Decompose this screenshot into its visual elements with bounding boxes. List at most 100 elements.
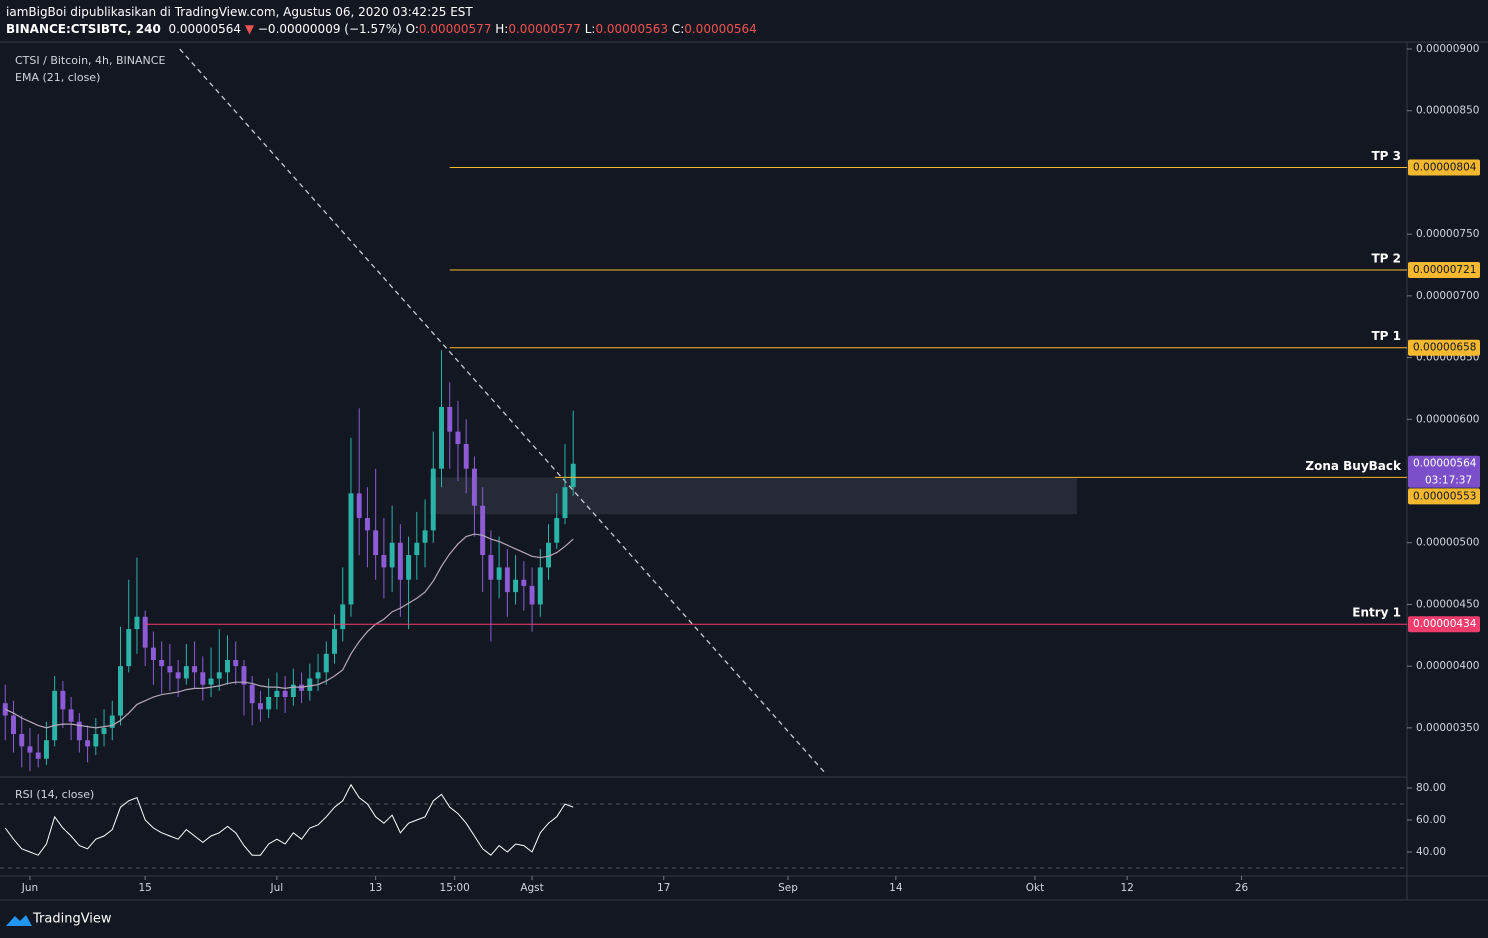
- c-label: C:: [671, 22, 685, 36]
- candle-body: [455, 431, 461, 444]
- candle-body: [373, 530, 379, 556]
- y-tick-label: 0.00000450: [1416, 598, 1479, 610]
- candle-body: [562, 487, 568, 519]
- candle-body: [496, 567, 502, 580]
- candle-body: [109, 715, 115, 728]
- candle-body: [208, 678, 214, 685]
- y-tick-label: 0.00000500: [1416, 537, 1479, 549]
- symbol: BINANCE:CTSIBTC, 240: [6, 22, 161, 36]
- level-name: TP 1: [1371, 329, 1401, 343]
- candle-body: [257, 703, 263, 710]
- y-tick-label: 0.00000400: [1416, 660, 1479, 672]
- price-badge: [1408, 616, 1480, 633]
- candle-body: [348, 493, 354, 605]
- candle-body: [11, 715, 16, 735]
- x-tick-label: 15:00: [440, 882, 470, 894]
- candle-body: [439, 406, 444, 469]
- candle-body: [150, 647, 156, 660]
- candle-body: [290, 684, 296, 698]
- header: iamBigBoi dipublikasikan di TradingView.…: [6, 4, 757, 38]
- candle-body: [159, 659, 165, 667]
- candle-body: [52, 690, 58, 741]
- ema-legend: EMA (21, close): [15, 71, 100, 84]
- author-line: iamBigBoi dipublikasikan di TradingView.…: [6, 5, 473, 19]
- candle-body: [249, 684, 255, 704]
- o-label: O:: [405, 22, 419, 36]
- arrow: ▼: [244, 22, 255, 36]
- candle-body: [200, 672, 206, 685]
- chart-title: CTSI / Bitcoin, 4h, BINANCE: [15, 54, 165, 67]
- last-badge: [1408, 455, 1480, 488]
- candle-body: [381, 555, 387, 568]
- candle-body: [134, 616, 140, 630]
- candle-body: [68, 709, 74, 722]
- price-badge-label: 0.00000658: [1413, 342, 1476, 354]
- candle-body: [422, 530, 428, 543]
- buyback-zone: [429, 477, 1077, 515]
- candle-body: [192, 666, 198, 673]
- candle-body: [225, 659, 230, 673]
- y-tick-label: 0.00000900: [1416, 43, 1479, 55]
- y-tick-label: 0.00000700: [1416, 290, 1479, 302]
- price-badge: [1408, 488, 1480, 505]
- x-tick-label: 13: [369, 882, 382, 894]
- x-tick-label: Jun: [21, 882, 38, 894]
- rsi-tick-label: 60.00: [1416, 814, 1446, 826]
- candle-body: [471, 468, 477, 506]
- candle-body: [332, 629, 337, 654]
- candle-body: [397, 542, 403, 580]
- x-tick-label: Jul: [270, 882, 284, 894]
- candle-body: [19, 734, 25, 747]
- rsi-legend: RSI (14, close): [15, 788, 94, 801]
- price-badge-label: 0.00000553: [1413, 490, 1476, 502]
- x-tick-label: 12: [1120, 882, 1133, 894]
- rsi-tick-label: 80.00: [1416, 782, 1446, 794]
- l: 0.00000563: [595, 22, 668, 36]
- h-label: H:: [495, 22, 509, 36]
- price-badge-label: 0.00000721: [1413, 264, 1476, 276]
- price-badge-label: 0.00000804: [1413, 162, 1477, 174]
- price-badge: [1408, 261, 1480, 278]
- x-tick-label: 15: [139, 882, 152, 894]
- candle-body: [175, 672, 181, 679]
- o: 0.00000577: [418, 22, 492, 36]
- price-badge: [1408, 339, 1480, 356]
- last-price: 0.00000564: [1413, 458, 1477, 470]
- candle-body: [570, 463, 576, 488]
- price-badge-label: 0.00000434: [1413, 618, 1477, 630]
- level-name: Entry 1: [1352, 606, 1401, 620]
- candle-body: [521, 579, 527, 586]
- rsi-tick-label: 40.00: [1416, 846, 1446, 858]
- ema-line: [5, 533, 574, 729]
- rsi-line: [4, 783, 574, 856]
- l-label: L:: [584, 22, 596, 36]
- x-tick-label: 17: [657, 882, 670, 894]
- candle-body: [537, 567, 543, 605]
- candle-body: [340, 604, 346, 630]
- candle-body: [93, 734, 99, 747]
- price: 0.00000564: [168, 22, 241, 36]
- candle-body: [488, 555, 494, 580]
- candle-body: [356, 493, 362, 519]
- candle-body: [76, 721, 82, 741]
- candle-body: [35, 752, 41, 759]
- y-tick-label: 0.00000850: [1416, 105, 1479, 117]
- candle-body: [406, 555, 412, 580]
- candle-body: [282, 690, 288, 698]
- candle-body: [430, 468, 436, 531]
- x-tick-label: Sep: [778, 882, 798, 894]
- candle-body: [315, 672, 321, 679]
- countdown: 03:17:37: [1425, 475, 1472, 487]
- candle-body: [323, 653, 329, 673]
- candle-body: [414, 542, 420, 556]
- candle-body: [241, 666, 247, 685]
- candle-body: [216, 672, 222, 679]
- x-tick-label: 14: [889, 882, 903, 894]
- candle-body: [389, 542, 395, 568]
- level-name: TP 3: [1371, 149, 1401, 163]
- candle-body: [126, 629, 132, 667]
- candle-body: [463, 443, 469, 469]
- candle-body: [447, 406, 453, 432]
- price-badge: [1408, 159, 1480, 176]
